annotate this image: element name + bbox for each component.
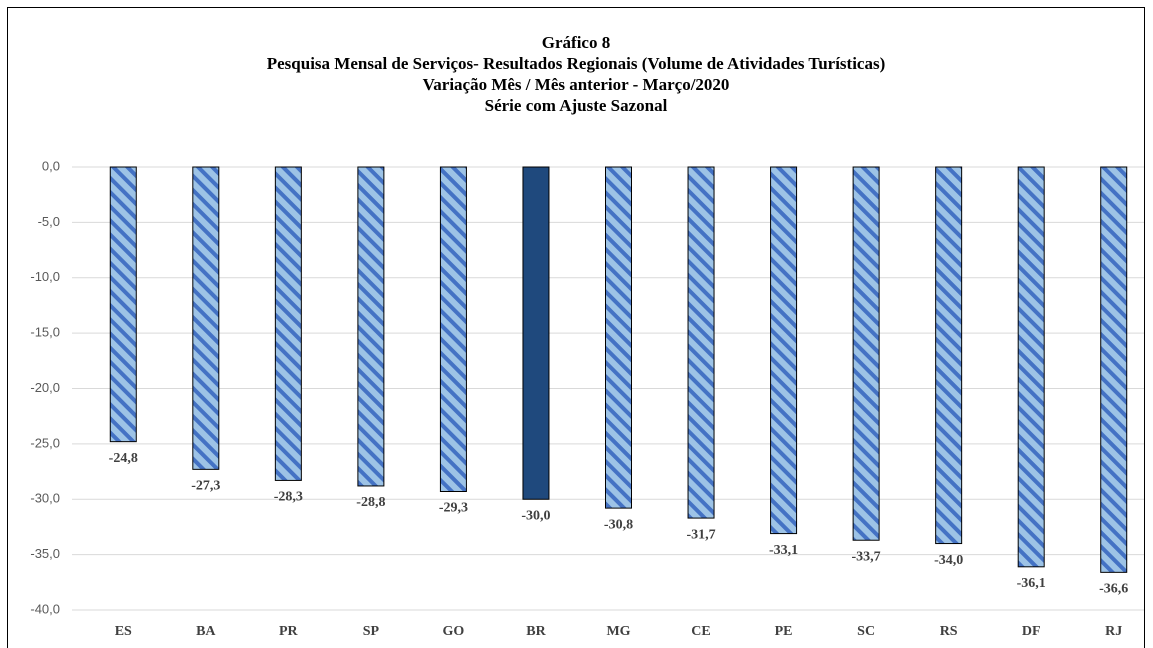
y-tick-label: -10,0 (30, 269, 60, 284)
y-tick-label: -35,0 (30, 546, 60, 561)
value-label: -28,3 (274, 490, 303, 505)
bar (109, 166, 137, 443)
value-label: -28,8 (356, 495, 385, 510)
value-label: -34,0 (934, 553, 963, 568)
bar (357, 166, 385, 487)
x-tick-label: DF (1022, 624, 1041, 639)
bar (687, 166, 715, 519)
y-tick-label: -40,0 (30, 601, 60, 616)
value-label: -36,1 (1017, 576, 1046, 591)
value-label: -33,1 (769, 543, 798, 558)
bar (522, 166, 550, 500)
x-tick-label: SC (857, 624, 875, 639)
value-label: -33,7 (852, 549, 881, 564)
x-tick-label: RJ (1105, 624, 1122, 639)
bar (1100, 166, 1128, 573)
x-tick-label: CE (691, 624, 710, 639)
value-label: -30,0 (521, 508, 550, 523)
x-tick-label: PE (775, 624, 793, 639)
x-tick-label: GO (443, 624, 465, 639)
value-label: -29,3 (439, 501, 468, 516)
chart-title: Variação Mês / Mês anterior - Março/2020 (423, 75, 730, 94)
bar (274, 166, 302, 481)
x-tick-label: RS (940, 624, 958, 639)
bar (852, 166, 880, 541)
chart-title: Pesquisa Mensal de Serviços- Resultados … (267, 54, 886, 73)
value-label: -30,8 (604, 517, 633, 532)
chart-title: Série com Ajuste Sazonal (485, 96, 668, 115)
y-tick-label: -30,0 (30, 491, 60, 506)
bar (1017, 166, 1045, 568)
y-tick-label: -5,0 (38, 214, 60, 229)
bar (605, 166, 632, 509)
bar (935, 166, 963, 545)
y-tick-label: -15,0 (30, 325, 60, 340)
x-tick-label: MG (606, 624, 630, 639)
value-label: -31,7 (686, 527, 715, 542)
bar (192, 166, 220, 470)
x-tick-label: SP (363, 624, 380, 639)
y-tick-label: -20,0 (30, 380, 60, 395)
value-label: -36,6 (1099, 582, 1128, 597)
x-tick-label: PR (279, 624, 299, 639)
y-tick-label: -25,0 (30, 435, 60, 450)
bar (770, 166, 798, 535)
chart-title: Gráfico 8 (542, 33, 610, 52)
x-tick-label: BA (196, 624, 216, 639)
x-tick-label: ES (115, 624, 132, 639)
value-label: -27,3 (191, 479, 220, 494)
x-tick-label: BR (526, 624, 546, 639)
value-label: -24,8 (109, 451, 138, 466)
y-tick-label: 0,0 (42, 158, 60, 173)
bar (439, 166, 467, 492)
